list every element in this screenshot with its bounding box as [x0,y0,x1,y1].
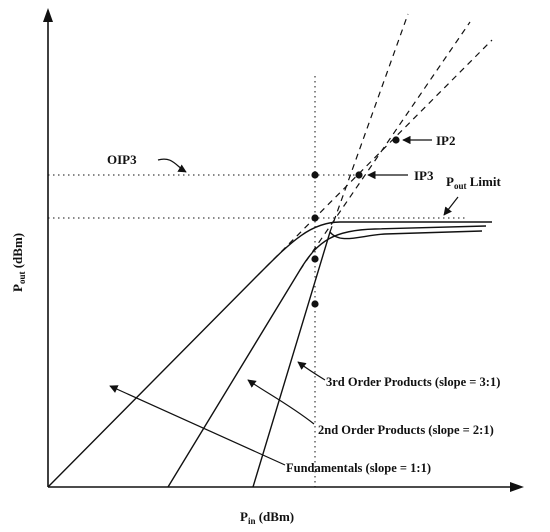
oip3-arrow [157,158,187,173]
third-order-extrapolation [329,13,409,233]
x-axis-label: Pin (dBm) [240,509,294,526]
fundamentals-arrow [109,385,286,466]
ip3-point [355,171,363,179]
third-order-label: 3rd Order Products (slope = 3:1) [326,375,500,389]
fundamental-extrapolation [257,39,493,276]
ip2-label: IP2 [436,133,456,148]
ip2-point [392,136,400,144]
y-axis-label: Pout (dBm) [10,233,27,292]
y-axis-arrow [43,8,53,22]
second-order-label: 2nd Order Products (slope = 2:1) [318,423,494,437]
second-order-arrow [247,379,315,425]
pout-limit-label: Pout Limit [446,174,501,191]
pout-limit-arrow [443,196,459,216]
oip3-point [311,171,319,179]
oip3-label: OIP3 [107,152,137,167]
ip3-label: IP3 [414,168,434,183]
third-order-curve [252,230,483,488]
second-order-curve [167,225,487,488]
x-axis-arrow [510,482,524,492]
fundamental-curve [47,221,492,488]
third-order-arrow [297,361,326,381]
fundamentals-label: Fundamentals (slope = 1:1) [286,461,431,475]
third-order-point [311,300,319,308]
second-order-point [311,255,319,263]
fundamental-point [311,214,319,222]
